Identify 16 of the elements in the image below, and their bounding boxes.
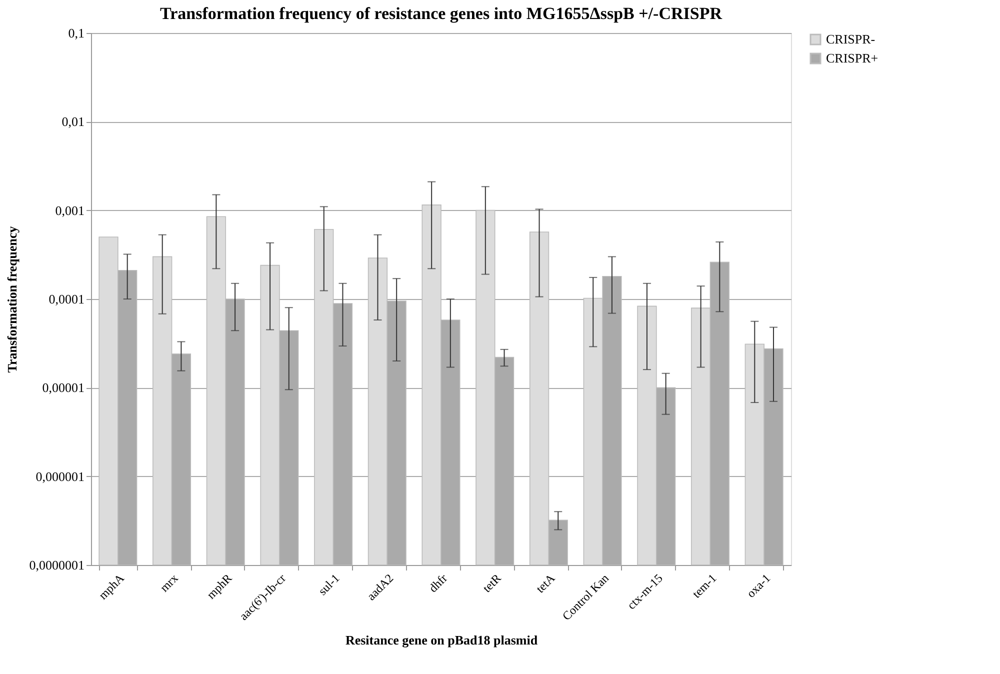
y-axis-title: Transformation frequency: [4, 226, 20, 373]
y-tick-label: 0,00001: [42, 380, 84, 396]
y-tick-label: 0,1: [68, 26, 84, 40]
chart-title: Transformation frequency of resistance genes into MG1655ΔsspB +/-CRISPR: [160, 4, 723, 23]
legend-label: CRISPR+: [826, 50, 878, 66]
y-tick-label: 0,000001: [36, 468, 84, 484]
legend-label: CRISPR-: [826, 32, 876, 46]
x-tick-label: dhfr: [426, 571, 450, 596]
x-tick-label: tetA: [533, 570, 558, 596]
y-tick-label: 0,0001: [48, 292, 84, 306]
y-tick-label: 0,01: [62, 114, 84, 130]
x-tick-label: tetR: [480, 571, 504, 596]
y-tick-label: 0,001: [55, 202, 84, 218]
x-axis-title: Resitance gene on pBad18 plasmid: [345, 632, 538, 648]
x-tick-label: mrx: [157, 571, 181, 595]
y-tick-label: 0,0000001: [29, 558, 84, 572]
